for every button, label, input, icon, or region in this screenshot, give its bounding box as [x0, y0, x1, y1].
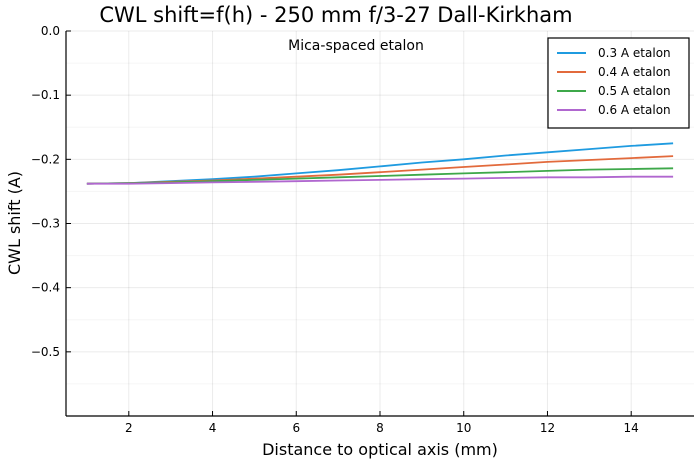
y-tick-label: −0.1	[31, 88, 60, 102]
y-tick-label: −0.2	[31, 152, 60, 166]
chart-annotation: Mica-spaced etalon	[288, 38, 424, 54]
x-tick-label: 10	[456, 421, 471, 435]
x-tick-label: 4	[209, 421, 217, 435]
legend: 0.3 A etalon 0.4 A etalon 0.5 A etalon 0.6 …	[547, 37, 690, 129]
legend-label: 0.4 A etalon	[598, 65, 671, 79]
x-tick-label: 2	[125, 421, 133, 435]
x-axis-label: Distance to optical axis (mm)	[262, 440, 498, 459]
x-tick-label: 12	[540, 421, 555, 435]
chart-title: CWL shift=f(h) - 250 mm f/3-27 Dall-Kirk…	[99, 3, 572, 27]
series-line	[86, 175, 674, 185]
legend-label: 0.3 A etalon	[598, 46, 671, 60]
y-tick-label: 0.0	[41, 24, 60, 38]
series-lines	[86, 142, 674, 185]
x-tick-label: 8	[376, 421, 384, 435]
x-tick-label: 14	[624, 421, 639, 435]
y-ticks: 0.0 −0.1 −0.2 −0.3 −0.4 −0.5	[31, 24, 71, 359]
legend-label: 0.5 A etalon	[598, 84, 671, 98]
legend-label: 0.6 A etalon	[598, 103, 671, 117]
x-ticks: 2 4 6 8 10 12 14	[125, 411, 639, 435]
y-tick-label: −0.3	[31, 217, 60, 231]
y-tick-label: −0.5	[31, 345, 60, 359]
y-axis-label: CWL shift (A)	[5, 171, 24, 275]
x-tick-label: 6	[292, 421, 300, 435]
y-tick-label: −0.4	[31, 281, 60, 295]
